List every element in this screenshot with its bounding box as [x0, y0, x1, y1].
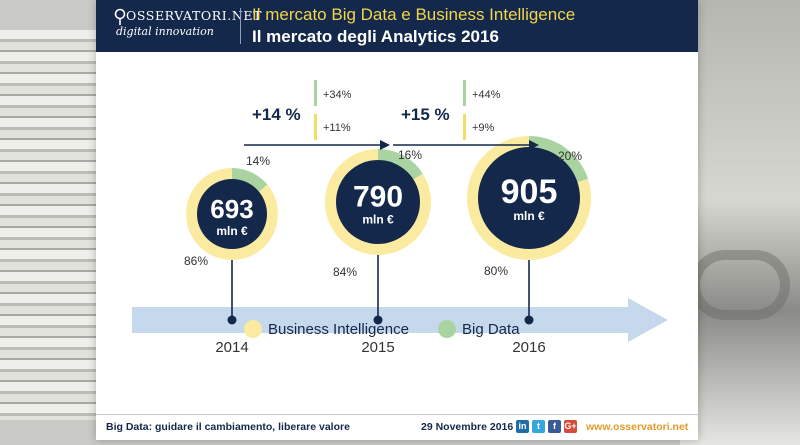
total-disc — [197, 179, 267, 249]
header: OSSERVATORI.NET digital innovation Il me… — [96, 0, 698, 52]
growth-arrow-head — [529, 140, 539, 150]
growth-arrow-head — [380, 140, 390, 150]
footer-url[interactable]: www.osservatori.net — [586, 421, 689, 433]
timeline-dot — [227, 315, 237, 325]
footer-date: 29 Novembre 2016 — [421, 421, 514, 433]
linkedin-icon[interactable]: in — [516, 420, 529, 433]
header-divider — [240, 8, 241, 44]
legend-swatch-bi — [244, 320, 262, 338]
brand-sub: digital innovation — [116, 25, 214, 38]
bi-percent: 80% — [484, 264, 508, 278]
bi-growth: +9% — [472, 122, 495, 134]
facebook-icon[interactable]: f — [548, 420, 561, 433]
bi-growth: +11% — [323, 122, 351, 134]
year-label: 2015 — [361, 339, 394, 356]
glasses-shape — [690, 250, 790, 320]
bi-percent: 86% — [184, 254, 208, 268]
total-disc — [478, 147, 580, 249]
legend-item-bi: Business Intelligence — [244, 320, 409, 338]
total-unit: mln € — [216, 224, 248, 238]
infographic-card: OSSERVATORI.NET digital innovation Il me… — [96, 0, 698, 440]
twitter-icon[interactable]: t — [532, 420, 545, 433]
footer-tagline: Big Data: guidare il cambiamento, libera… — [106, 421, 350, 433]
bi-percent: 84% — [333, 265, 357, 279]
big-data-percent: 16% — [398, 148, 422, 162]
big-data-percent: 20% — [558, 149, 582, 163]
legend-swatch-bigdata — [438, 320, 456, 338]
legend-label-bigdata: Big Data — [462, 320, 520, 338]
social-links: in t f G+ — [516, 420, 577, 433]
brand-name: OSSERVATORI.NET — [126, 8, 263, 23]
brand-logo[interactable]: OSSERVATORI.NET digital innovation — [114, 6, 261, 46]
footer: Big Data: guidare il cambiamento, libera… — [96, 414, 698, 440]
big-data-growth: +44% — [472, 89, 501, 101]
newspaper-stack — [0, 30, 110, 420]
total-unit: mln € — [362, 213, 394, 227]
timeline-arrowhead — [628, 298, 668, 342]
growth-total: +15 % — [401, 105, 450, 124]
bi-growth-bar — [463, 114, 466, 140]
legend-item-bigdata: Big Data — [438, 320, 520, 338]
timeline-dot — [524, 315, 534, 325]
total-value: 693 — [210, 194, 253, 224]
big-data-growth: +34% — [323, 89, 352, 101]
year-label: 2016 — [512, 339, 545, 356]
header-title: Il mercato Big Data e Business Intellige… — [252, 5, 576, 24]
growth-total: +14 % — [252, 105, 301, 124]
background-right — [680, 0, 800, 445]
timeline-dot — [373, 315, 383, 325]
big-data-growth-bar — [463, 80, 466, 106]
pin-icon — [114, 8, 126, 25]
total-value: 905 — [501, 173, 558, 211]
big-data-percent: 14% — [246, 154, 270, 168]
total-unit: mln € — [513, 209, 545, 223]
total-disc — [336, 160, 420, 244]
legend-label-bi: Business Intelligence — [268, 320, 409, 338]
year-label: 2014 — [215, 339, 248, 356]
chart-title: Il mercato degli Analytics 2016 — [252, 27, 499, 46]
googleplus-icon[interactable]: G+ — [564, 420, 577, 433]
big-data-growth-bar — [314, 80, 317, 106]
bi-growth-bar — [314, 114, 317, 140]
total-value: 790 — [353, 181, 403, 214]
